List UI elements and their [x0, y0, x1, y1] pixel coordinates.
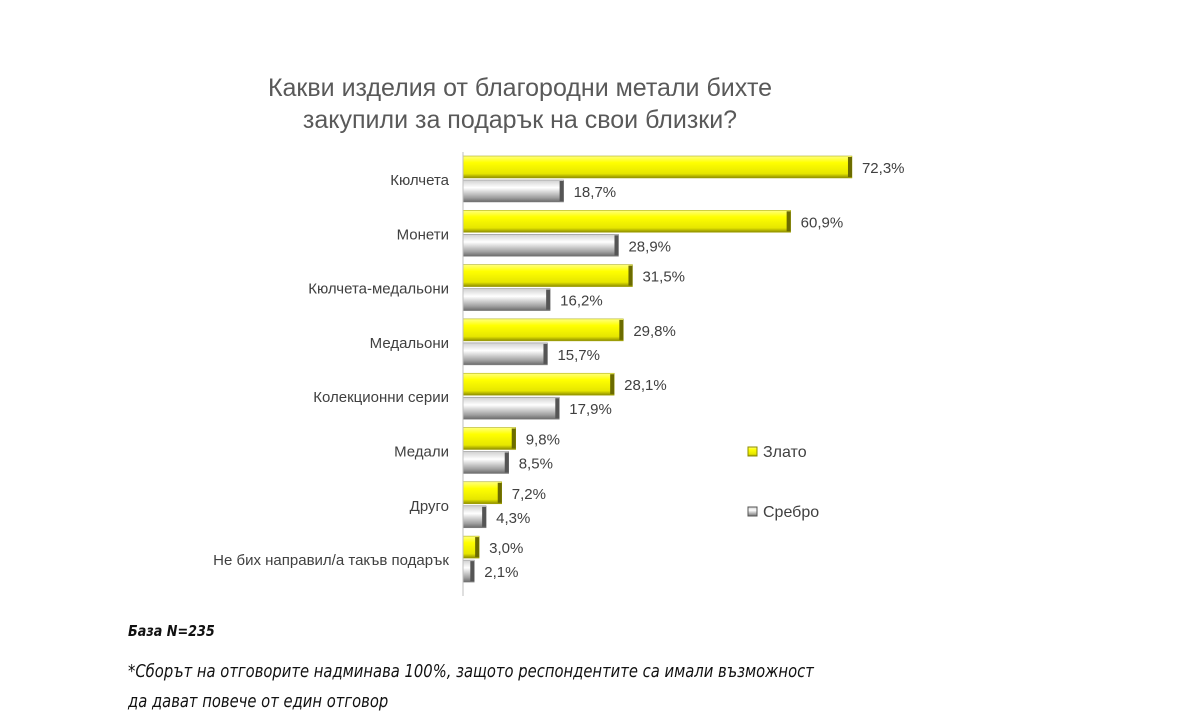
title-line-1: Какви изделия от благородни метали бихте — [267, 74, 773, 102]
category-label: Не бих направил/а такъв подарък — [213, 552, 449, 569]
bar-end-bevel — [511, 428, 516, 449]
data-label: 28,1% — [624, 377, 667, 394]
bar-end-bevel — [847, 157, 852, 177]
chart-title: Какви изделия от благородни метали бихте… — [150, 72, 890, 136]
bar-gold — [462, 210, 791, 233]
category-label: Монети — [397, 226, 449, 243]
data-label: 16,2% — [560, 293, 603, 310]
legend-label: Злато — [763, 444, 807, 461]
title-line-2: закупили за подарък на свои близки? — [302, 106, 738, 134]
bar-end-bevel — [546, 289, 551, 310]
footnote-line-1: *Сборът на отговорите надминава 100%, за… — [128, 661, 814, 682]
bar-end-bevel — [555, 398, 560, 419]
data-label: 28,9% — [628, 238, 671, 255]
bar-end-bevel — [475, 537, 480, 558]
bar-gold — [462, 264, 633, 287]
bar-end-bevel — [786, 211, 791, 232]
data-label: 9,8% — [526, 432, 560, 449]
bar-gold — [462, 372, 615, 396]
bar-silver — [462, 451, 509, 474]
data-label: 72,3% — [862, 160, 905, 177]
legend-swatch-gold — [747, 446, 758, 457]
bar-end-bevel — [628, 265, 633, 286]
bar-end-bevel — [470, 561, 475, 582]
data-label: 3,0% — [489, 540, 523, 557]
bar-end-bevel — [497, 482, 502, 503]
data-label: 2,1% — [484, 564, 518, 581]
bar-silver — [462, 234, 619, 257]
category-label: Кюлчета — [390, 172, 449, 189]
data-label: 7,2% — [512, 486, 546, 503]
bar-silver — [462, 396, 560, 420]
bar-silver — [462, 288, 551, 311]
bar-gold — [462, 318, 624, 342]
data-label: 18,7% — [574, 184, 617, 201]
data-label: 15,7% — [557, 347, 600, 364]
bar-end-bevel — [504, 452, 509, 473]
bar-gold — [462, 481, 502, 505]
data-label: 8,5% — [519, 456, 553, 473]
category-label: Кюлчета-медальони — [308, 281, 449, 298]
bar-silver — [462, 342, 548, 366]
data-label: 60,9% — [801, 214, 844, 231]
bar-gold — [462, 427, 516, 450]
data-label: 17,9% — [569, 401, 612, 418]
bar-silver — [462, 179, 564, 203]
data-label: 4,3% — [496, 510, 530, 527]
data-label: 29,8% — [633, 323, 676, 340]
bar-end-bevel — [610, 374, 615, 395]
base-note: База N=235 — [128, 622, 215, 640]
legend-label: Сребро — [763, 504, 819, 521]
legend-swatch-silver — [747, 506, 758, 517]
footnote-line-2: да дават повече от един отговор — [128, 691, 389, 712]
bar-end-bevel — [482, 506, 487, 527]
bar-end-bevel — [614, 235, 619, 256]
footnote: *Сборът на отговорите надминава 100%, за… — [128, 657, 1071, 717]
bar-end-bevel — [619, 319, 624, 340]
bar-gold — [462, 155, 853, 179]
category-label: Друго — [410, 498, 449, 515]
category-label: Колекционни серии — [313, 389, 449, 406]
bar-end-bevel — [559, 181, 564, 201]
category-label: Медали — [394, 444, 449, 461]
data-label: 31,5% — [642, 269, 685, 286]
bar-end-bevel — [543, 343, 548, 364]
category-label: Медальони — [370, 335, 449, 352]
